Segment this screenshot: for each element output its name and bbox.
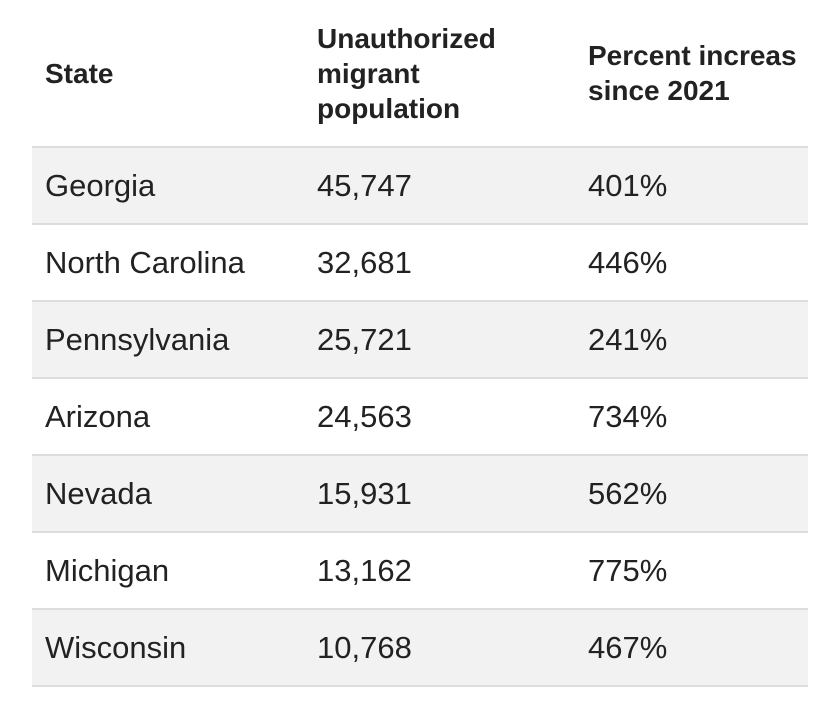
data-table-container: State Unauthorized migrant population Pe…	[32, 0, 808, 687]
table-row: Arizona 24,563 734%	[32, 378, 808, 455]
table-body: Georgia 45,747 401% North Carolina 32,68…	[32, 147, 808, 686]
cell-percent: 401%	[588, 167, 668, 203]
header-population: Unauthorized migrant population	[317, 22, 496, 124]
cell-state: Arizona	[45, 398, 151, 434]
cell-population: 24,563	[317, 398, 412, 434]
cell-percent: 734%	[588, 398, 668, 434]
cell-state: Georgia	[45, 167, 156, 203]
table-row: Wisconsin 10,768 467%	[32, 609, 808, 686]
table-row: North Carolina 32,681 446%	[32, 224, 808, 301]
cell-population: 45,747	[317, 167, 412, 203]
cell-population: 15,931	[317, 475, 412, 511]
header-percent: Percent increas since 2021	[588, 40, 797, 106]
table-row: Nevada 15,931 562%	[32, 455, 808, 532]
table-row: Georgia 45,747 401%	[32, 147, 808, 224]
table-row: Michigan 13,162 775%	[32, 532, 808, 609]
cell-state: Pennsylvania	[45, 321, 230, 357]
migrant-population-table: State Unauthorized migrant population Pe…	[32, 0, 808, 687]
cell-state: Michigan	[45, 552, 170, 588]
cell-percent: 562%	[588, 475, 668, 511]
cell-population: 25,721	[317, 321, 412, 357]
header-state: State	[45, 57, 114, 89]
cell-percent: 241%	[588, 321, 668, 357]
table-row: Pennsylvania 25,721 241%	[32, 301, 808, 378]
cell-state: North Carolina	[45, 244, 245, 280]
cell-state: Wisconsin	[45, 629, 187, 665]
table-header: State Unauthorized migrant population Pe…	[32, 0, 808, 147]
cell-state: Nevada	[45, 475, 152, 511]
cell-percent: 467%	[588, 629, 668, 665]
cell-population: 10,768	[317, 629, 412, 665]
cell-percent: 446%	[588, 244, 668, 280]
header-row: State Unauthorized migrant population Pe…	[32, 0, 808, 147]
cell-population: 13,162	[317, 552, 412, 588]
cell-percent: 775%	[588, 552, 668, 588]
cell-population: 32,681	[317, 244, 412, 280]
